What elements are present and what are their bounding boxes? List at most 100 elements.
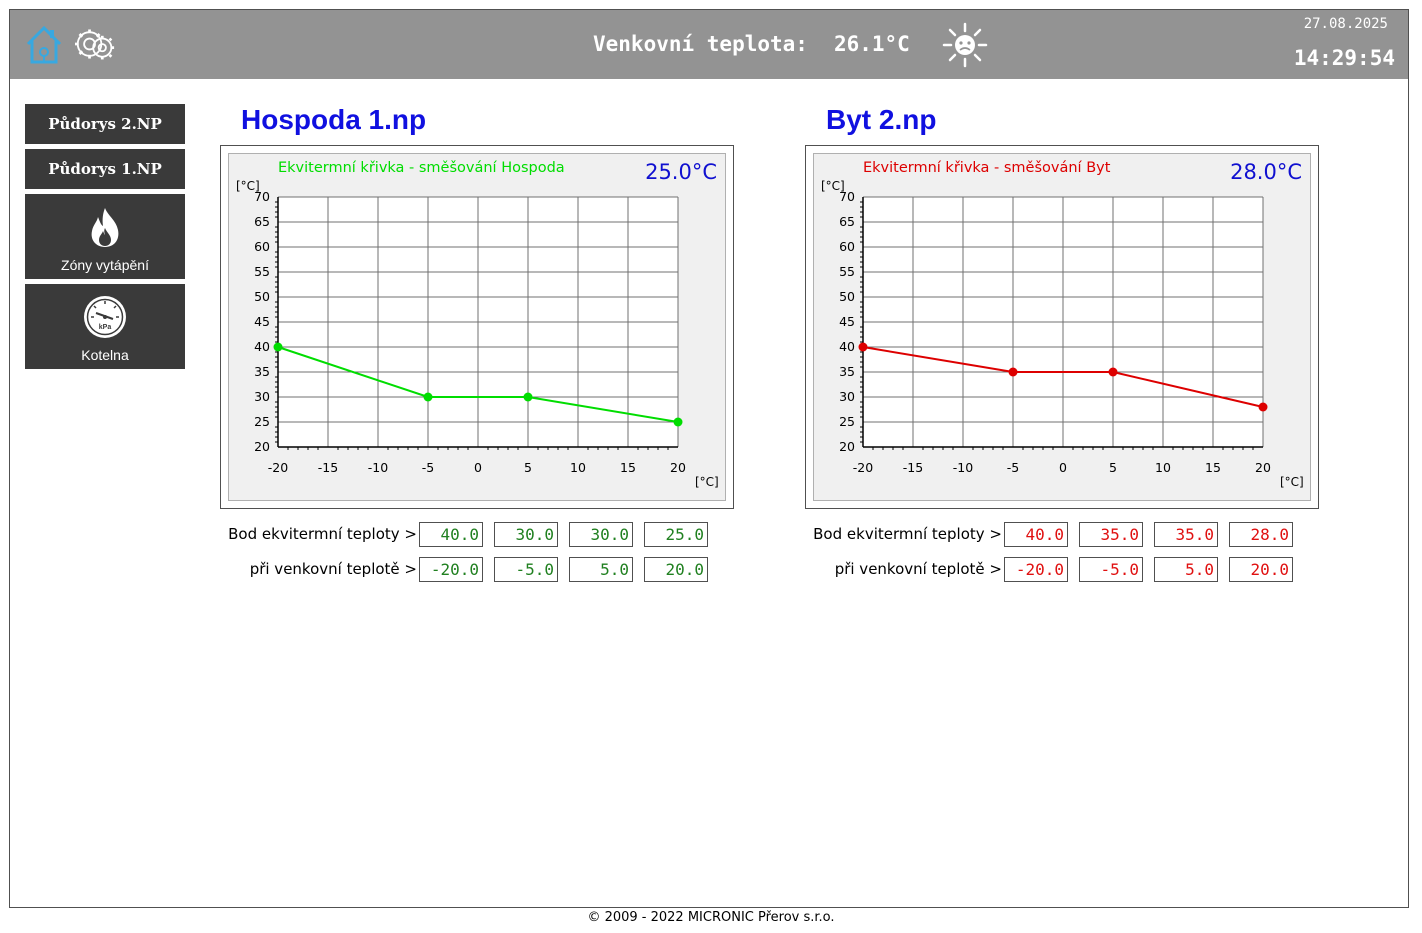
data-point xyxy=(673,417,683,427)
nav-button-label: Zóny vytápění xyxy=(61,257,149,273)
x-tick-label: 10 xyxy=(570,460,586,475)
curve-title: Ekvitermní křivka - směšování Byt xyxy=(863,160,1111,176)
point-temp-input[interactable]: 35.0 xyxy=(1154,522,1218,547)
app-frame: Venkovní teplota: 26.1°C 27.08.2025 14:29… xyxy=(9,9,1409,908)
x-tick-label: 20 xyxy=(670,460,686,475)
footer-copyright: © 2009 - 2022 MICRONIC Přerov s.r.o. xyxy=(587,910,835,925)
y-tick-label: 50 xyxy=(839,289,855,304)
outdoor-temp-input[interactable]: 20.0 xyxy=(644,557,708,582)
current-time: 14:29:54 xyxy=(1293,46,1395,70)
row-label-points: Bod ekvitermní teploty > xyxy=(228,525,417,543)
chart-frame-byt: 20 25 30 35 40 45 50 55 60 65 70 -20 -15 -10 -5 0 5 10 15 2… xyxy=(805,145,1319,509)
nav-button-label: Půdorys 1.NP xyxy=(48,160,162,178)
point-temp-input[interactable]: 40.0 xyxy=(1004,522,1068,547)
y-tick-label: 20 xyxy=(839,439,855,454)
y-tick-label: 70 xyxy=(839,189,855,204)
y-tick-label: 40 xyxy=(839,339,855,354)
series-line xyxy=(277,346,679,423)
chart-svg: 20 25 30 35 40 45 50 55 60 65 70 -20 -15 -10 -5 0 5 10 15 2… xyxy=(236,179,719,489)
outdoor-temp-input[interactable]: -5.0 xyxy=(1079,557,1143,582)
x-tick-label: -10 xyxy=(953,460,973,475)
y-tick-label: 65 xyxy=(839,214,855,229)
y-tick-label: 60 xyxy=(254,239,270,254)
outdoor-temp-input[interactable]: 20.0 xyxy=(1229,557,1293,582)
y-tick-label: 25 xyxy=(839,414,855,429)
x-axis-label: [°C] xyxy=(1280,475,1304,489)
chart-frame-hospoda: 20 25 30 35 40 45 50 55 60 65 70 -20 -15 -10 -5 0 5 10 15 2… xyxy=(220,145,734,509)
outdoor-temp-input[interactable]: -5.0 xyxy=(494,557,558,582)
data-point xyxy=(423,392,433,402)
nav-button-pudorys-1np[interactable]: Půdorys 1.NP xyxy=(25,149,185,189)
outdoor-temperature-label: Venkovní teplota: xyxy=(593,32,808,56)
row-label-outdoor: při venkovní teplotě > xyxy=(249,560,417,578)
outdoor-temp-input[interactable]: -20.0 xyxy=(419,557,483,582)
y-tick-label: 20 xyxy=(254,439,270,454)
y-axis-label: [°C] xyxy=(236,179,260,193)
data-point xyxy=(523,392,533,402)
x-tick-label: 15 xyxy=(620,460,636,475)
outdoor-temperature: Venkovní teplota: 26.1°C xyxy=(593,32,910,56)
pressure-gauge-icon: kPa xyxy=(84,296,126,338)
point-temp-input[interactable]: 30.0 xyxy=(569,522,633,547)
settings-gear-icon[interactable] xyxy=(75,22,115,66)
y-tick-label: 35 xyxy=(254,364,270,379)
panel-title-hospoda: Hospoda 1.np xyxy=(241,104,427,135)
y-tick-label: 25 xyxy=(254,414,270,429)
nav-button-kotelna[interactable]: kPa Kotelna xyxy=(25,284,185,369)
y-tick-label: 65 xyxy=(254,214,270,229)
point-temp-input[interactable]: 35.0 xyxy=(1079,522,1143,547)
x-tick-label: -10 xyxy=(368,460,388,475)
x-tick-label: -15 xyxy=(903,460,923,475)
flame-icon xyxy=(91,208,119,247)
chart-area: 20 25 30 35 40 45 50 55 60 65 70 -20 -15 -10 -5 0 5 10 15 2… xyxy=(228,153,726,501)
nav-button-zony-vytapeni[interactable]: Zóny vytápění xyxy=(25,194,185,279)
point-temp-input[interactable]: 30.0 xyxy=(494,522,558,547)
outdoor-temp-input[interactable]: 5.0 xyxy=(1154,557,1218,582)
outdoor-temp-input[interactable]: -20.0 xyxy=(1004,557,1068,582)
x-tick-label: -5 xyxy=(422,460,434,475)
point-temp-input[interactable]: 25.0 xyxy=(644,522,708,547)
y-tick-label: 35 xyxy=(839,364,855,379)
chart-area: 20 25 30 35 40 45 50 55 60 65 70 -20 -15 -10 -5 0 5 10 15 2… xyxy=(813,153,1311,501)
y-tick-label: 40 xyxy=(254,339,270,354)
x-tick-label: 5 xyxy=(524,460,532,475)
y-tick-label: 55 xyxy=(254,264,270,279)
x-tick-label: -15 xyxy=(318,460,338,475)
x-tick-label: 0 xyxy=(474,460,482,475)
x-tick-label: 0 xyxy=(1059,460,1067,475)
x-tick-label: 10 xyxy=(1155,460,1171,475)
x-tick-label: 15 xyxy=(1205,460,1221,475)
chart-svg: 20 25 30 35 40 45 50 55 60 65 70 -20 -15 -10 -5 0 5 10 15 2… xyxy=(821,179,1304,489)
data-point xyxy=(273,342,283,352)
panel-title-byt: Byt 2.np xyxy=(826,104,937,135)
point-temp-input[interactable]: 28.0 xyxy=(1229,522,1293,547)
y-tick-label: 70 xyxy=(254,189,270,204)
x-tick-label: -20 xyxy=(853,460,873,475)
curve-title: Ekvitermní křivka - směšování Hospoda xyxy=(278,160,565,176)
data-point xyxy=(1108,367,1118,377)
x-axis-label: [°C] xyxy=(695,475,719,489)
y-tick-label: 30 xyxy=(254,389,270,404)
series-line xyxy=(862,346,1264,408)
nav-button-label: Kotelna xyxy=(81,347,129,363)
y-tick-label: 60 xyxy=(839,239,855,254)
home-icon[interactable] xyxy=(24,22,64,66)
y-tick-label: 45 xyxy=(839,314,855,329)
header-bar: Venkovní teplota: 26.1°C 27.08.2025 14:29… xyxy=(10,10,1408,79)
data-point xyxy=(1008,367,1018,377)
outdoor-temp-input[interactable]: 5.0 xyxy=(569,557,633,582)
data-point xyxy=(1258,402,1268,412)
y-tick-label: 45 xyxy=(254,314,270,329)
x-tick-label: 5 xyxy=(1109,460,1117,475)
data-point xyxy=(858,342,868,352)
current-date: 27.08.2025 xyxy=(1303,16,1388,32)
point-temp-input[interactable]: 40.0 xyxy=(419,522,483,547)
y-tick-label: 50 xyxy=(254,289,270,304)
setpoint-value: 25.0°C xyxy=(645,160,717,184)
outdoor-temperature-value: 26.1°C xyxy=(833,32,910,56)
y-tick-label: 30 xyxy=(839,389,855,404)
gauge-unit-label: kPa xyxy=(99,324,112,331)
nav-button-pudorys-2np[interactable]: Půdorys 2.NP xyxy=(25,104,185,144)
nav-button-label: Půdorys 2.NP xyxy=(48,115,162,133)
row-label-outdoor: při venkovní teplotě > xyxy=(834,560,1002,578)
